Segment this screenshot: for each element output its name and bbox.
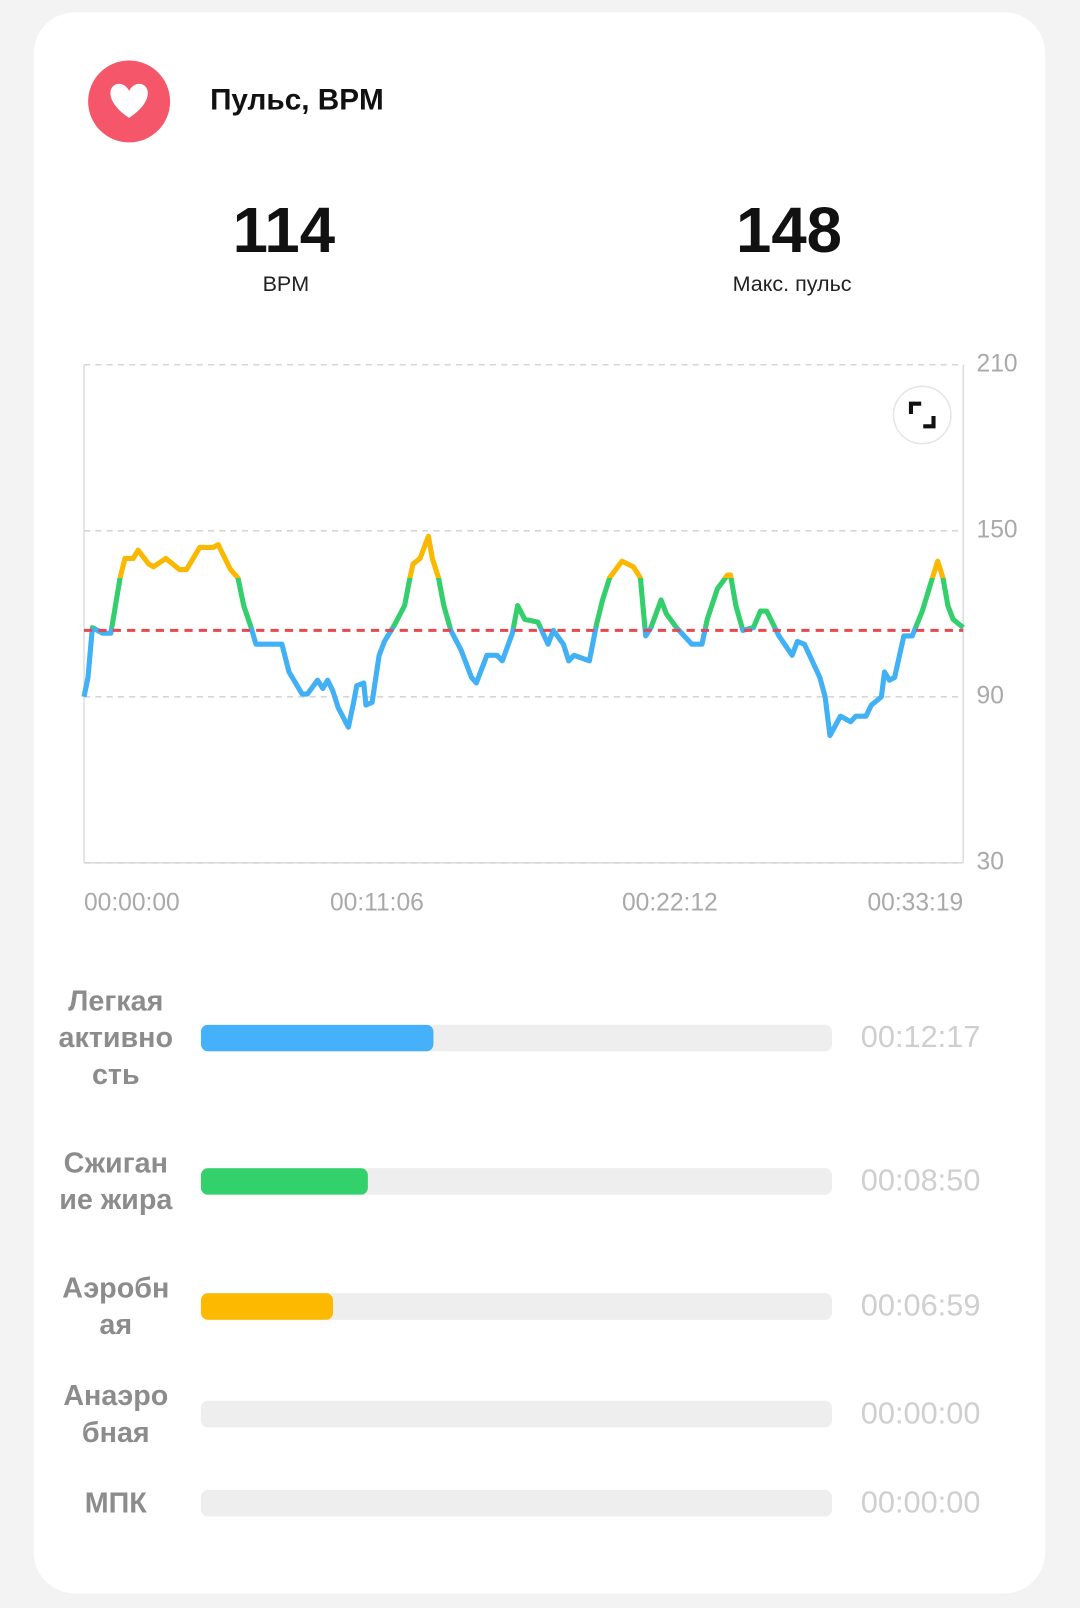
x-tick-label: 00:00:00 — [84, 889, 180, 916]
stat-value: 148 — [736, 195, 843, 267]
zone-duration: 00:00:00 — [860, 1485, 981, 1520]
zone-name: МПК — [84, 1486, 147, 1519]
zone-name: Аэробная — [62, 1271, 170, 1341]
stat-label: BPM — [262, 272, 310, 297]
zone-duration: 00:12:17 — [860, 1020, 981, 1055]
expand-button-bg[interactable] — [892, 385, 952, 445]
zone-name: Анаэробная — [63, 1379, 169, 1448]
heart-icon — [110, 83, 148, 118]
y-tick-label: 90 — [977, 682, 1004, 709]
zone-duration: 00:06:59 — [860, 1289, 981, 1323]
y-tick-label: 150 — [977, 516, 1018, 543]
heart-rate-line — [81, 533, 965, 739]
zone-name: Сжигание жира — [59, 1146, 173, 1216]
zone-track — [200, 1489, 833, 1517]
stat-value: 114 — [232, 195, 336, 267]
zone-duration: 00:00:00 — [860, 1396, 981, 1431]
zone-bar — [200, 1293, 334, 1320]
zone-track — [200, 1293, 833, 1320]
expand-icon[interactable] — [908, 401, 936, 429]
card — [33, 12, 1046, 1594]
y-tick-label: 210 — [977, 350, 1018, 377]
zone-bar — [200, 1168, 369, 1195]
zone-track — [200, 1024, 833, 1052]
zone-track — [200, 1400, 833, 1428]
title: Пульс, BPM — [210, 84, 384, 117]
stat-label: Макс. пульс — [732, 272, 852, 297]
zone-track — [200, 1168, 833, 1195]
x-tick-label: 00:11:06 — [330, 889, 424, 916]
x-tick-label: 00:33:19 — [868, 889, 964, 916]
y-tick-label: 30 — [977, 848, 1004, 875]
x-tick-label: 00:22:12 — [622, 889, 718, 916]
expand-button[interactable] — [892, 385, 952, 445]
zone-bar — [200, 1024, 434, 1052]
zone-name: Легкая активность — [58, 984, 174, 1091]
zone-duration: 00:08:50 — [860, 1164, 981, 1198]
